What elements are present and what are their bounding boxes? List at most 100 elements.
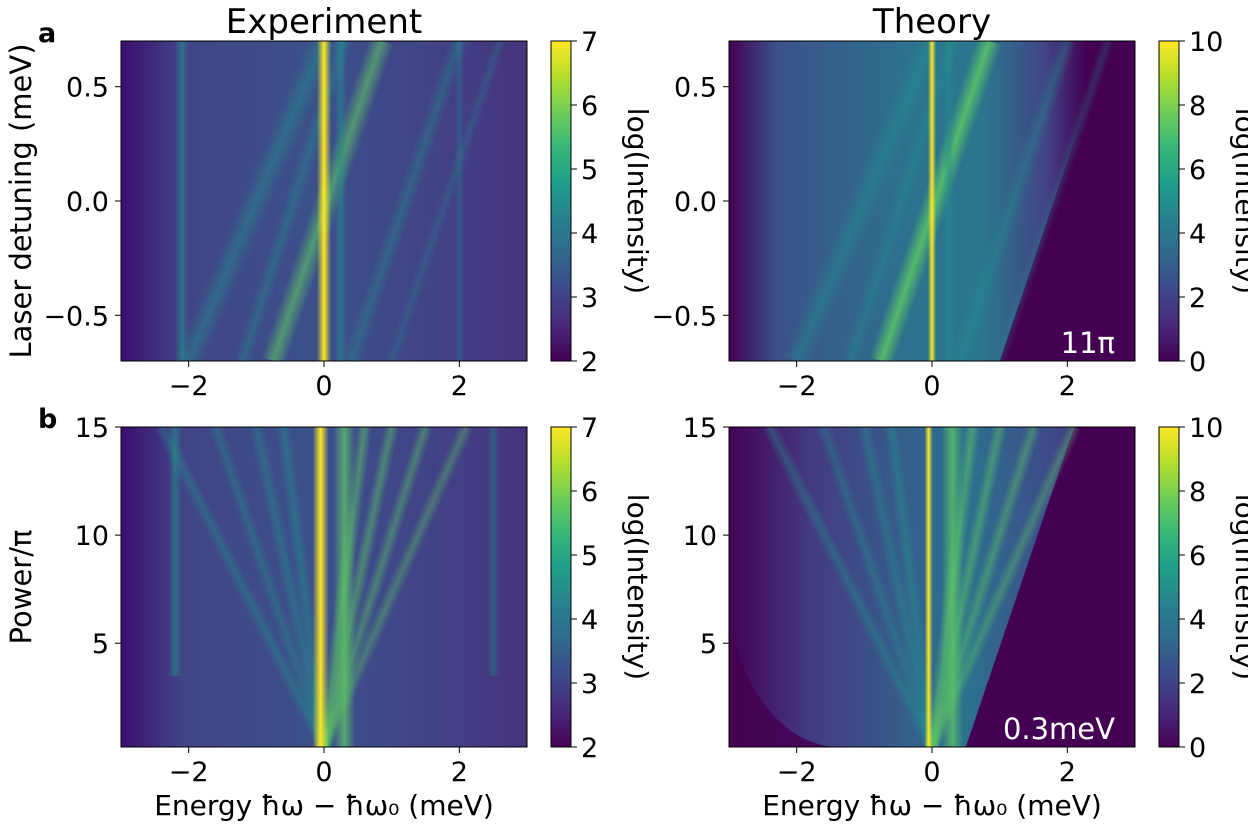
- heatmap-image: [729, 41, 1135, 361]
- heatmap-image: [121, 427, 527, 747]
- vertical-line-central: [928, 41, 936, 361]
- colorbar: 2 3 4 5 6 7 log(Intensity): [550, 27, 654, 378]
- y-tick-label: 0.5: [66, 73, 109, 104]
- heatmap-image: [729, 427, 1135, 747]
- sideband-right: [454, 41, 465, 361]
- heatmap-panel-a-theory: −2 0 2 −0.5 0.0 0.5 Theory 11π 0 2 4 6 8 10 log(Intens…: [651, 2, 1248, 402]
- y-tick-label: −0.5: [43, 301, 109, 332]
- vertical-line-central: [317, 41, 331, 361]
- vertical-line-shoulder: [334, 41, 347, 361]
- x-tick-label: −2: [169, 371, 209, 402]
- heatmap-panel-b-theory: −2 0 2 5 10 15 Energy ħω − ħω₀ (meV) 0.3meV 0 2 4 6…: [683, 413, 1248, 822]
- colorbar-tick-label: 3: [581, 669, 598, 700]
- y-tick-label: 0.0: [66, 187, 109, 218]
- colorbar-tick-label: 7: [581, 27, 598, 58]
- colorbar-gradient: [1158, 40, 1180, 362]
- colorbar-gradient: [1158, 426, 1180, 748]
- colorbar-tick-label: 8: [1189, 477, 1206, 508]
- colorbar-tick-label: 6: [1189, 541, 1206, 572]
- x-axis-label: Energy ħω − ħω₀ (meV): [762, 789, 1102, 822]
- x-tick-label: 0: [923, 371, 940, 402]
- colorbar-tick-label: 4: [581, 605, 598, 636]
- x-tick-label: −2: [777, 371, 817, 402]
- sideband-right: [487, 427, 500, 676]
- colorbar-tick-label: 2: [581, 347, 598, 378]
- colorbar-tick-label: 2: [1189, 283, 1206, 314]
- sideband-left: [174, 41, 189, 361]
- y-tick-label: 0.5: [674, 73, 717, 104]
- vertical-line-shoulder: [333, 427, 356, 747]
- x-tick-label: 0: [315, 371, 332, 402]
- colorbar-tick-label: 5: [581, 155, 598, 186]
- y-tick-label: 10: [683, 521, 717, 552]
- colorbar-gradient: [550, 426, 572, 748]
- diagonal-line-far: [385, 41, 507, 361]
- y-tick-label: 5: [92, 629, 109, 660]
- colorbar-tick-label: 6: [1189, 155, 1206, 186]
- y-axis-label: Laser detuning (meV): [4, 43, 38, 358]
- colorbar-tick-label: 6: [581, 91, 598, 122]
- colorbar-tick-label: 0: [1189, 733, 1206, 764]
- colorbar-tick-label: 5: [581, 541, 598, 572]
- x-tick-label: −2: [169, 757, 209, 788]
- colorbar-tick-label: 7: [581, 413, 598, 444]
- colorbar-gradient: [550, 40, 572, 362]
- fan-line-0: [762, 427, 940, 747]
- y-tick-label: −0.5: [651, 301, 717, 332]
- heatmap-panel-a-experiment: −2 0 2 −0.5 0.0 0.5 Experiment Laser detuning (…: [4, 2, 654, 402]
- colorbar-tick-label: 4: [1189, 605, 1206, 636]
- chart-title: Theory: [872, 2, 991, 42]
- colorbar-tick-label: 10: [1189, 27, 1223, 58]
- fan-edge-left: [729, 621, 831, 747]
- colorbar-label: log(Intensity): [1229, 494, 1248, 680]
- fan-line-7: [316, 427, 474, 747]
- colorbar-tick-label: 10: [1189, 413, 1223, 444]
- y-tick-label: 10: [75, 521, 109, 552]
- diagonal-line-left: [782, 41, 946, 361]
- diagonal-line-right: [341, 41, 469, 361]
- y-tick-label: 5: [700, 629, 717, 660]
- fan-edge-right-fill: [965, 427, 1135, 747]
- diagonal-line-left: [174, 41, 338, 361]
- diagonal-line-right: [949, 41, 1077, 361]
- y-axis-label: Power/π: [4, 530, 38, 645]
- colorbar-label: log(Intensity): [621, 494, 654, 680]
- annotation-label: 0.3meV: [1003, 712, 1115, 746]
- colorbar: 2 3 4 5 6 7 log(Intensity): [550, 413, 654, 764]
- colorbar-tick-label: 2: [581, 733, 598, 764]
- colorbar-tick-label: 3: [581, 283, 598, 314]
- annotation-label: 11π: [1061, 326, 1115, 360]
- vertical-line-shoulder: [942, 41, 955, 361]
- y-tick-label: 0.0: [674, 187, 717, 218]
- x-tick-label: −2: [777, 757, 817, 788]
- heatmap-image: [121, 41, 527, 361]
- vertical-line-central: [312, 427, 329, 747]
- colorbar-tick-label: 8: [1189, 91, 1206, 122]
- panel-label-b: b: [38, 404, 57, 435]
- y-tick-label: 15: [75, 413, 109, 444]
- colorbar-tick-label: 4: [581, 219, 598, 250]
- diagonal-line-far: [993, 41, 1115, 361]
- fan-line-0: [154, 427, 332, 747]
- vertical-line-central: [924, 427, 933, 747]
- colorbar-tick-label: 0: [1189, 347, 1206, 378]
- colorbar: 0 2 4 6 8 10 log(Intensity): [1158, 27, 1248, 378]
- colorbar-label: log(Intensity): [1229, 108, 1248, 294]
- x-tick-label: 2: [1059, 371, 1076, 402]
- colorbar-tick-label: 4: [1189, 219, 1206, 250]
- y-tick-label: 15: [683, 413, 717, 444]
- fan-line-7: [924, 427, 1082, 747]
- colorbar-label: log(Intensity): [621, 108, 654, 294]
- vertical-line-shoulder: [941, 427, 964, 747]
- x-tick-label: 0: [923, 757, 940, 788]
- colorbar: 0 2 4 6 8 10 log(Intensity): [1158, 413, 1248, 764]
- sideband-left: [168, 427, 183, 676]
- x-tick-label: 2: [451, 371, 468, 402]
- x-axis-label: Energy ħω − ħω₀ (meV): [154, 789, 494, 822]
- colorbar-tick-label: 2: [1189, 669, 1206, 700]
- x-tick-label: 2: [451, 757, 468, 788]
- chart-title: Experiment: [226, 2, 422, 42]
- colorbar-tick-label: 6: [581, 477, 598, 508]
- x-tick-label: 2: [1059, 757, 1076, 788]
